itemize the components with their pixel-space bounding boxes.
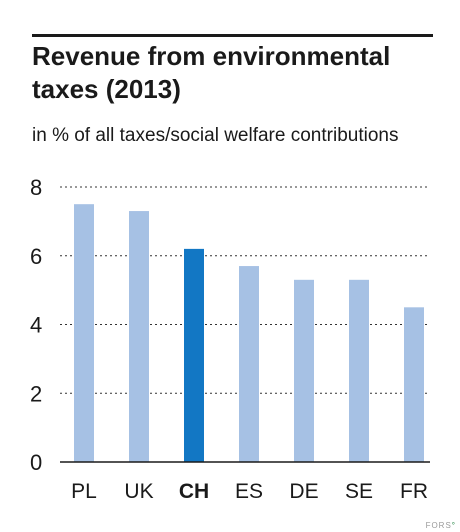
x-tick-label: DE — [289, 480, 318, 503]
bar-ch — [184, 248, 204, 462]
x-tick-label: CH — [179, 480, 209, 503]
y-tick-label: 0 — [30, 450, 42, 475]
x-tick-label: SE — [345, 480, 373, 503]
y-tick-label: 4 — [30, 313, 42, 338]
fors-logo-text: FORS — [425, 521, 452, 530]
bar-es — [239, 266, 259, 462]
title-rule — [32, 34, 433, 37]
y-tick-label: 2 — [30, 381, 42, 406]
fors-logo-mark: ° — [451, 521, 456, 530]
bar-pl — [74, 204, 94, 462]
y-tick-label: 6 — [30, 244, 42, 269]
y-tick-label: 8 — [30, 175, 42, 200]
x-tick-label: FR — [400, 480, 428, 503]
x-tick-label: PL — [71, 480, 97, 503]
bar-fr — [404, 307, 424, 462]
chart-title: Revenue from environmental taxes (2013) — [32, 41, 391, 104]
bar-de — [294, 279, 314, 462]
x-tick-label: ES — [235, 480, 263, 503]
fors-logo: FORS° — [426, 521, 456, 530]
bar-uk — [129, 211, 149, 462]
bar-se — [349, 279, 369, 462]
chart-subtitle: in % of all taxes/social welfare contrib… — [32, 125, 399, 146]
x-tick-label: UK — [124, 480, 153, 503]
